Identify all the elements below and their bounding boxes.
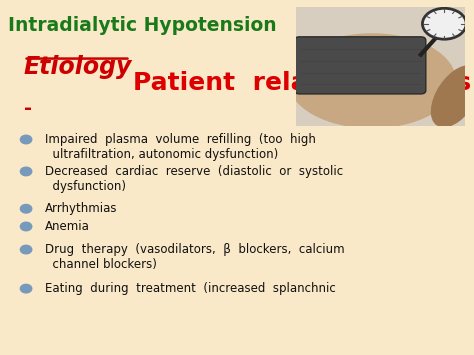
Text: Decreased  cardiac  reserve  (diastolic  or  systolic
  dysfunction): Decreased cardiac reserve (diastolic or … (45, 165, 343, 193)
Circle shape (20, 245, 32, 254)
Text: Etiology: Etiology (24, 55, 132, 79)
Text: Anemia: Anemia (45, 220, 90, 233)
FancyBboxPatch shape (294, 37, 426, 94)
Text: Intradialytic Hypotension: Intradialytic Hypotension (8, 16, 276, 35)
Text: Patient  related  factors: Patient related factors (133, 71, 471, 95)
Circle shape (20, 284, 32, 293)
Circle shape (422, 8, 466, 39)
Ellipse shape (288, 33, 456, 129)
FancyBboxPatch shape (296, 7, 465, 126)
Text: Impaired  plasma  volume  refilling  (too  high
  ultrafiltration, autonomic dys: Impaired plasma volume refilling (too hi… (45, 133, 316, 161)
Circle shape (20, 222, 32, 231)
Circle shape (20, 167, 32, 176)
Circle shape (20, 135, 32, 144)
Text: Drug  therapy  (vasodilators,  β  blockers,  calcium
  channel blockers): Drug therapy (vasodilators, β blockers, … (45, 243, 345, 271)
Text: Eating  during  treatment  (increased  splanchnic: Eating during treatment (increased splan… (45, 282, 336, 295)
Text: Arrhythmias: Arrhythmias (45, 202, 118, 215)
Circle shape (20, 204, 32, 213)
Text: -: - (24, 99, 32, 119)
Ellipse shape (431, 65, 474, 127)
